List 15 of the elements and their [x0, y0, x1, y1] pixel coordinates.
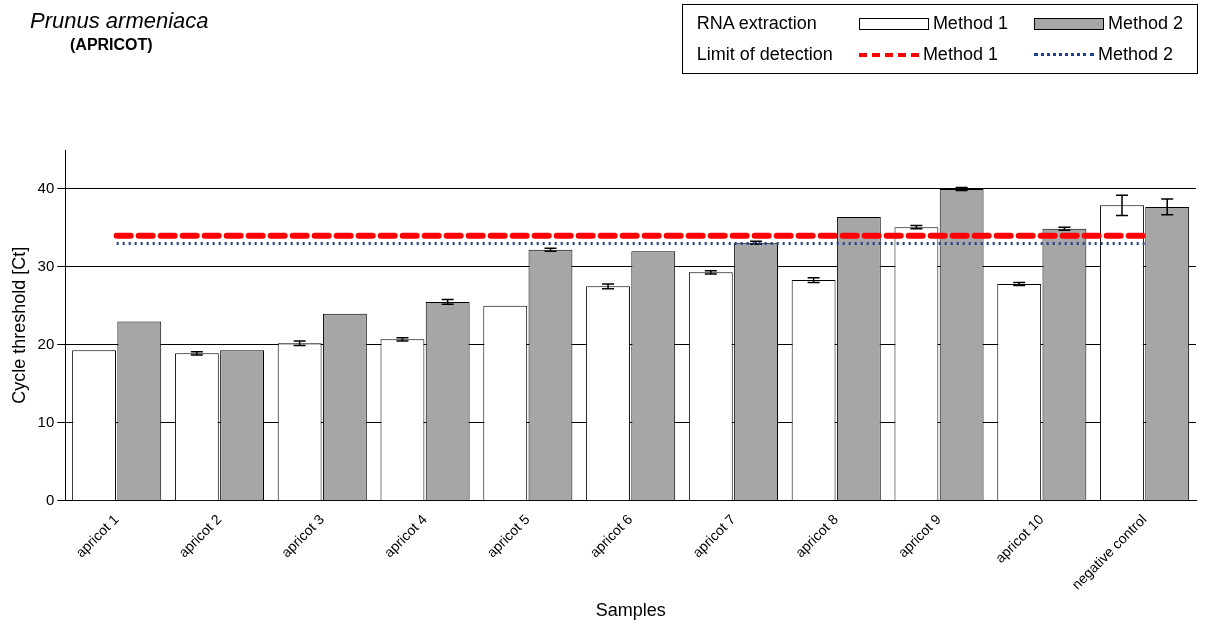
chart-title: Prunus armeniaca [30, 8, 209, 34]
legend-label: Method 2 [1097, 44, 1173, 65]
y-axis-title: Cycle threshold [Ct] [8, 246, 29, 404]
text: Limit of detection [696, 44, 833, 65]
legend-label: Method 1 [932, 13, 1008, 34]
chart-subtitle: (APRICOT) [70, 36, 153, 54]
x-axis-title: Samples [595, 600, 666, 621]
y-tick-label: 0 [45, 490, 55, 508]
y-tick-label: 30 [37, 257, 55, 275]
legend-label: Method 1 [922, 44, 998, 65]
y-tick-label: 40 [37, 179, 55, 197]
y-tick-label: 20 [37, 334, 55, 352]
legend-title: RNA extraction [696, 13, 818, 34]
y-tick-label: 10 [37, 412, 55, 430]
legend-label: Method 2 [1107, 13, 1183, 34]
